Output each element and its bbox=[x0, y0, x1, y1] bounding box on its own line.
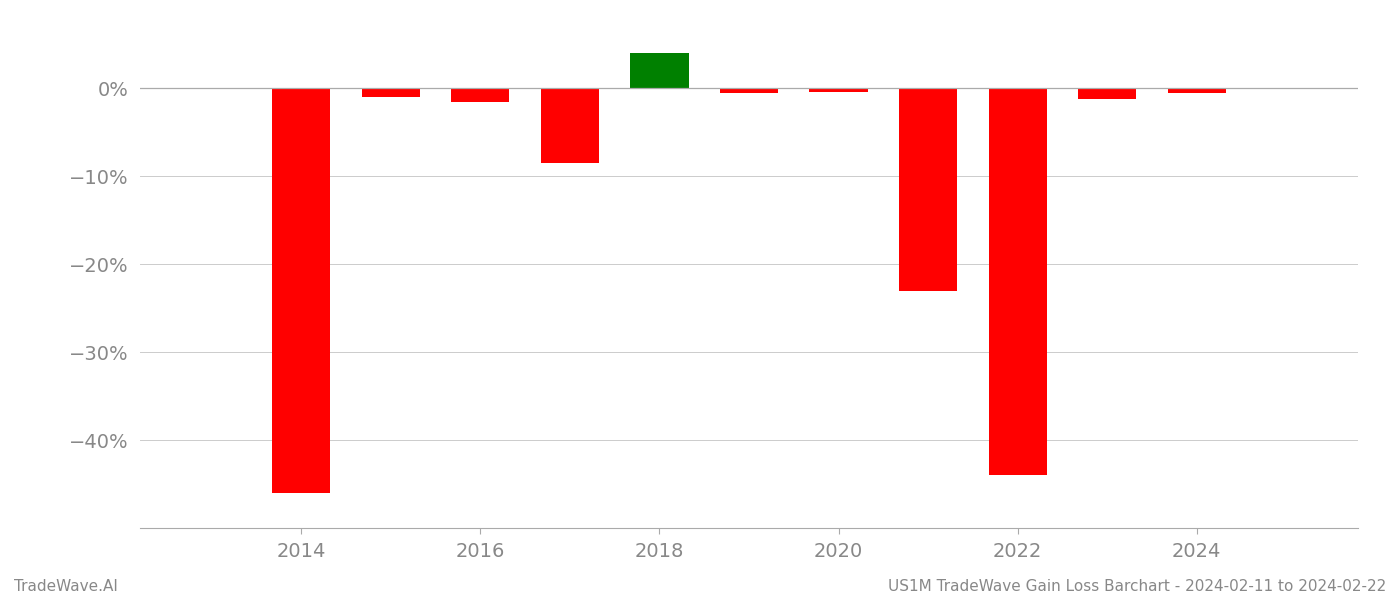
Bar bbox=[451, 88, 510, 101]
Bar bbox=[540, 88, 599, 163]
Bar bbox=[1168, 88, 1226, 93]
Bar bbox=[899, 88, 958, 290]
Text: US1M TradeWave Gain Loss Barchart - 2024-02-11 to 2024-02-22: US1M TradeWave Gain Loss Barchart - 2024… bbox=[888, 579, 1386, 594]
Bar bbox=[630, 53, 689, 88]
Bar bbox=[361, 88, 420, 97]
Text: TradeWave.AI: TradeWave.AI bbox=[14, 579, 118, 594]
Bar bbox=[720, 88, 778, 93]
Bar bbox=[809, 88, 868, 92]
Bar bbox=[272, 88, 330, 493]
Bar bbox=[988, 88, 1047, 475]
Bar bbox=[1078, 88, 1137, 99]
